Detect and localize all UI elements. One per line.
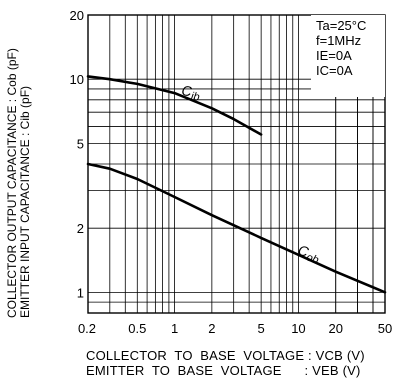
cob-curve-label: Cob bbox=[295, 242, 322, 267]
y-tick-label: 10 bbox=[70, 72, 84, 87]
y-tick-label: 20 bbox=[70, 8, 84, 23]
x-tick-label: 0.2 bbox=[78, 321, 96, 336]
y-tick-label: 1 bbox=[77, 285, 84, 300]
x-axis-label-line1: COLLECTOR TO BASE VOLTAGE : VCB (V) bbox=[86, 348, 365, 363]
y-axis-label-line2: EMITTER INPUT CAPACITANCE : Cib (pF) bbox=[18, 85, 32, 318]
cib-curve-label: Cib bbox=[180, 82, 201, 103]
cib-curve bbox=[86, 75, 263, 136]
y-tick-label: 2 bbox=[77, 221, 84, 236]
condition-temperature: Ta=25°C bbox=[316, 18, 367, 33]
test-conditions-box: Ta=25°C f=1MHz IE=0A IC=0A bbox=[311, 15, 385, 97]
condition-frequency: f=1MHz bbox=[316, 33, 362, 48]
condition-emitter-current: IE=0A bbox=[316, 48, 352, 63]
x-tick-label: 20 bbox=[328, 321, 342, 336]
x-tick-label: 10 bbox=[291, 321, 305, 336]
x-tick-label: 2 bbox=[208, 321, 215, 336]
cob-curve bbox=[86, 162, 387, 294]
x-tick-label: 0.5 bbox=[128, 321, 146, 336]
condition-collector-current: IC=0A bbox=[316, 63, 353, 78]
x-tick-label: 1 bbox=[171, 321, 178, 336]
y-tick-label: 5 bbox=[77, 136, 84, 151]
x-tick-label: 50 bbox=[378, 321, 392, 336]
x-axis-label-line2: EMITTER TO BASE VOLTAGE : VEB (V) bbox=[86, 363, 361, 378]
x-tick-label: 5 bbox=[258, 321, 265, 336]
